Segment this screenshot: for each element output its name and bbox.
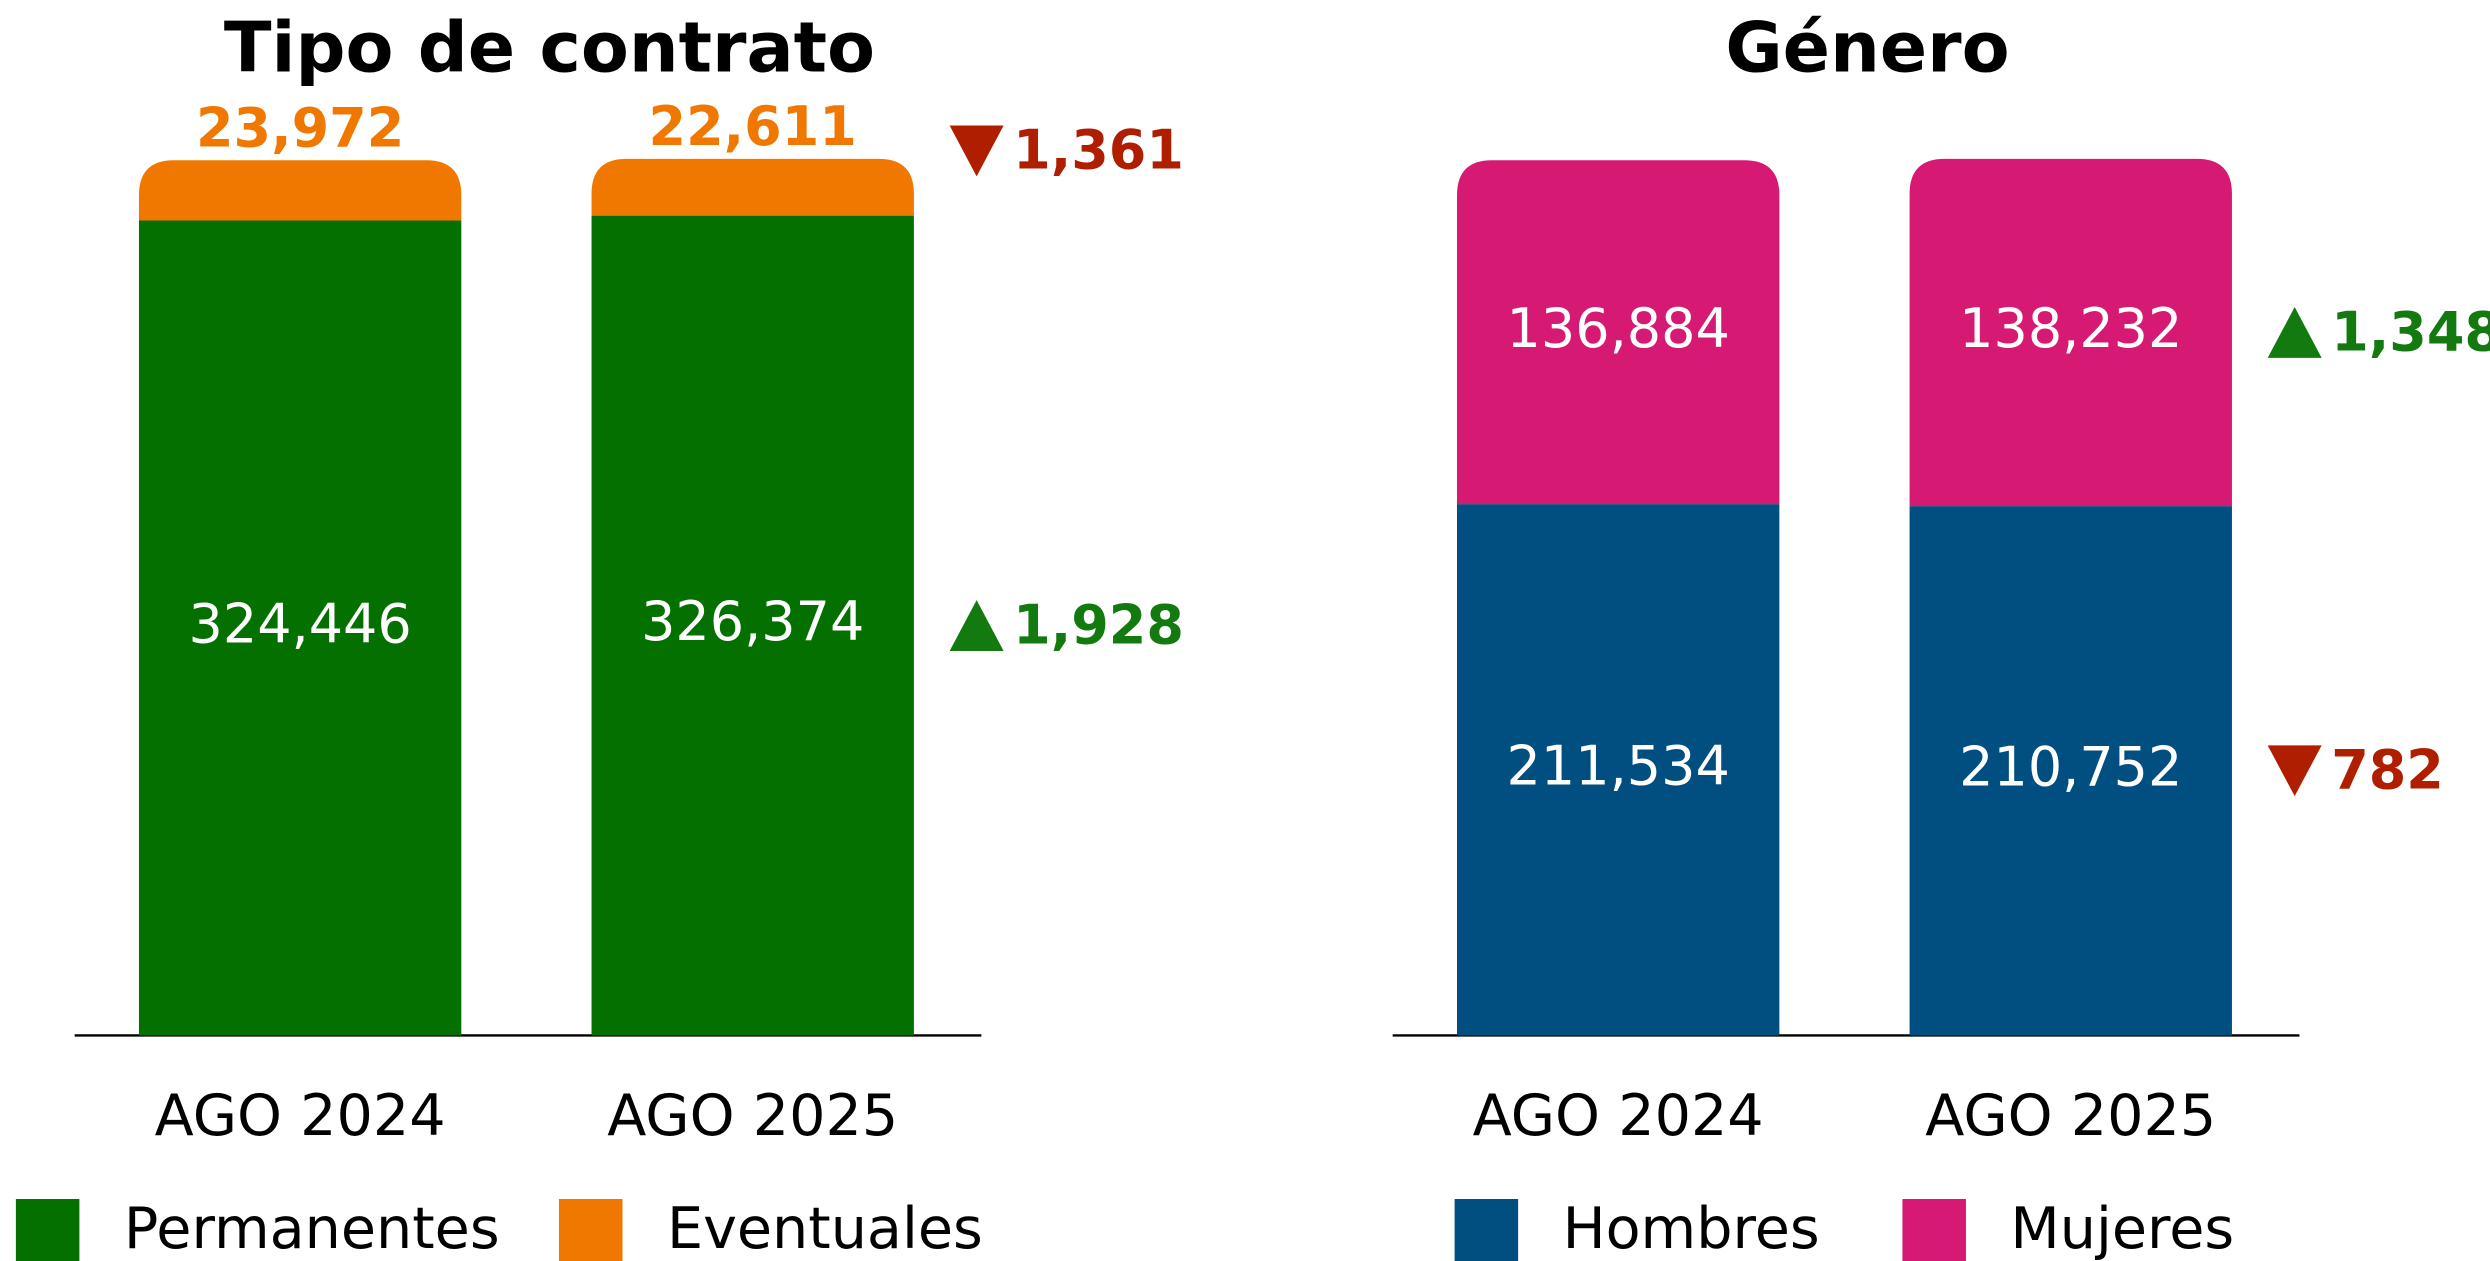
chart-title: Tipo de contrato xyxy=(224,7,875,88)
change-arrow xyxy=(949,600,1004,651)
change-arrow xyxy=(2267,307,2322,358)
x-tick-label: AGO 2024 xyxy=(155,1083,446,1149)
x-tick-label: AGO 2025 xyxy=(607,1083,898,1149)
bar-segment xyxy=(1456,504,1780,1036)
data-label: 138,232 xyxy=(1959,297,2182,360)
bar-segment xyxy=(1909,506,2232,1036)
bar-segment xyxy=(591,215,914,1036)
change-arrow xyxy=(2267,745,2322,797)
legend-label: Mujeres xyxy=(2010,1196,2234,1261)
data-label: 210,752 xyxy=(1959,735,2182,798)
bar-segment xyxy=(591,158,914,216)
x-tick-label: AGO 2025 xyxy=(1925,1083,2216,1149)
data-label: 22,611 xyxy=(649,95,857,158)
legend-swatch xyxy=(558,1199,623,1261)
change-label: 1,928 xyxy=(1013,593,1184,656)
legend-label: Eventuales xyxy=(667,1196,983,1261)
legend-swatch xyxy=(1902,1199,1966,1261)
change-arrow xyxy=(949,125,1004,177)
change-label: 782 xyxy=(2331,739,2444,802)
bar-segment xyxy=(1456,160,1780,505)
legend-label: Permanentes xyxy=(124,1196,500,1261)
data-label: 211,534 xyxy=(1507,734,1730,797)
change-label: 1,361 xyxy=(1013,119,1184,182)
legend-swatch xyxy=(1454,1199,1519,1261)
bar-segment xyxy=(1909,158,2232,507)
legend-swatch xyxy=(15,1199,80,1261)
change-label: 1,348 xyxy=(2331,300,2490,363)
chart-title: Género xyxy=(1725,7,2009,88)
x-tick-label: AGO 2024 xyxy=(1473,1083,1764,1149)
data-label: 326,374 xyxy=(641,590,864,653)
bar-segment xyxy=(138,220,462,1036)
data-label: 324,446 xyxy=(189,593,412,656)
bar-segment xyxy=(138,160,462,221)
data-label: 23,972 xyxy=(196,96,404,159)
data-label: 136,884 xyxy=(1507,297,1730,360)
legend-label: Hombres xyxy=(1563,1196,1820,1261)
